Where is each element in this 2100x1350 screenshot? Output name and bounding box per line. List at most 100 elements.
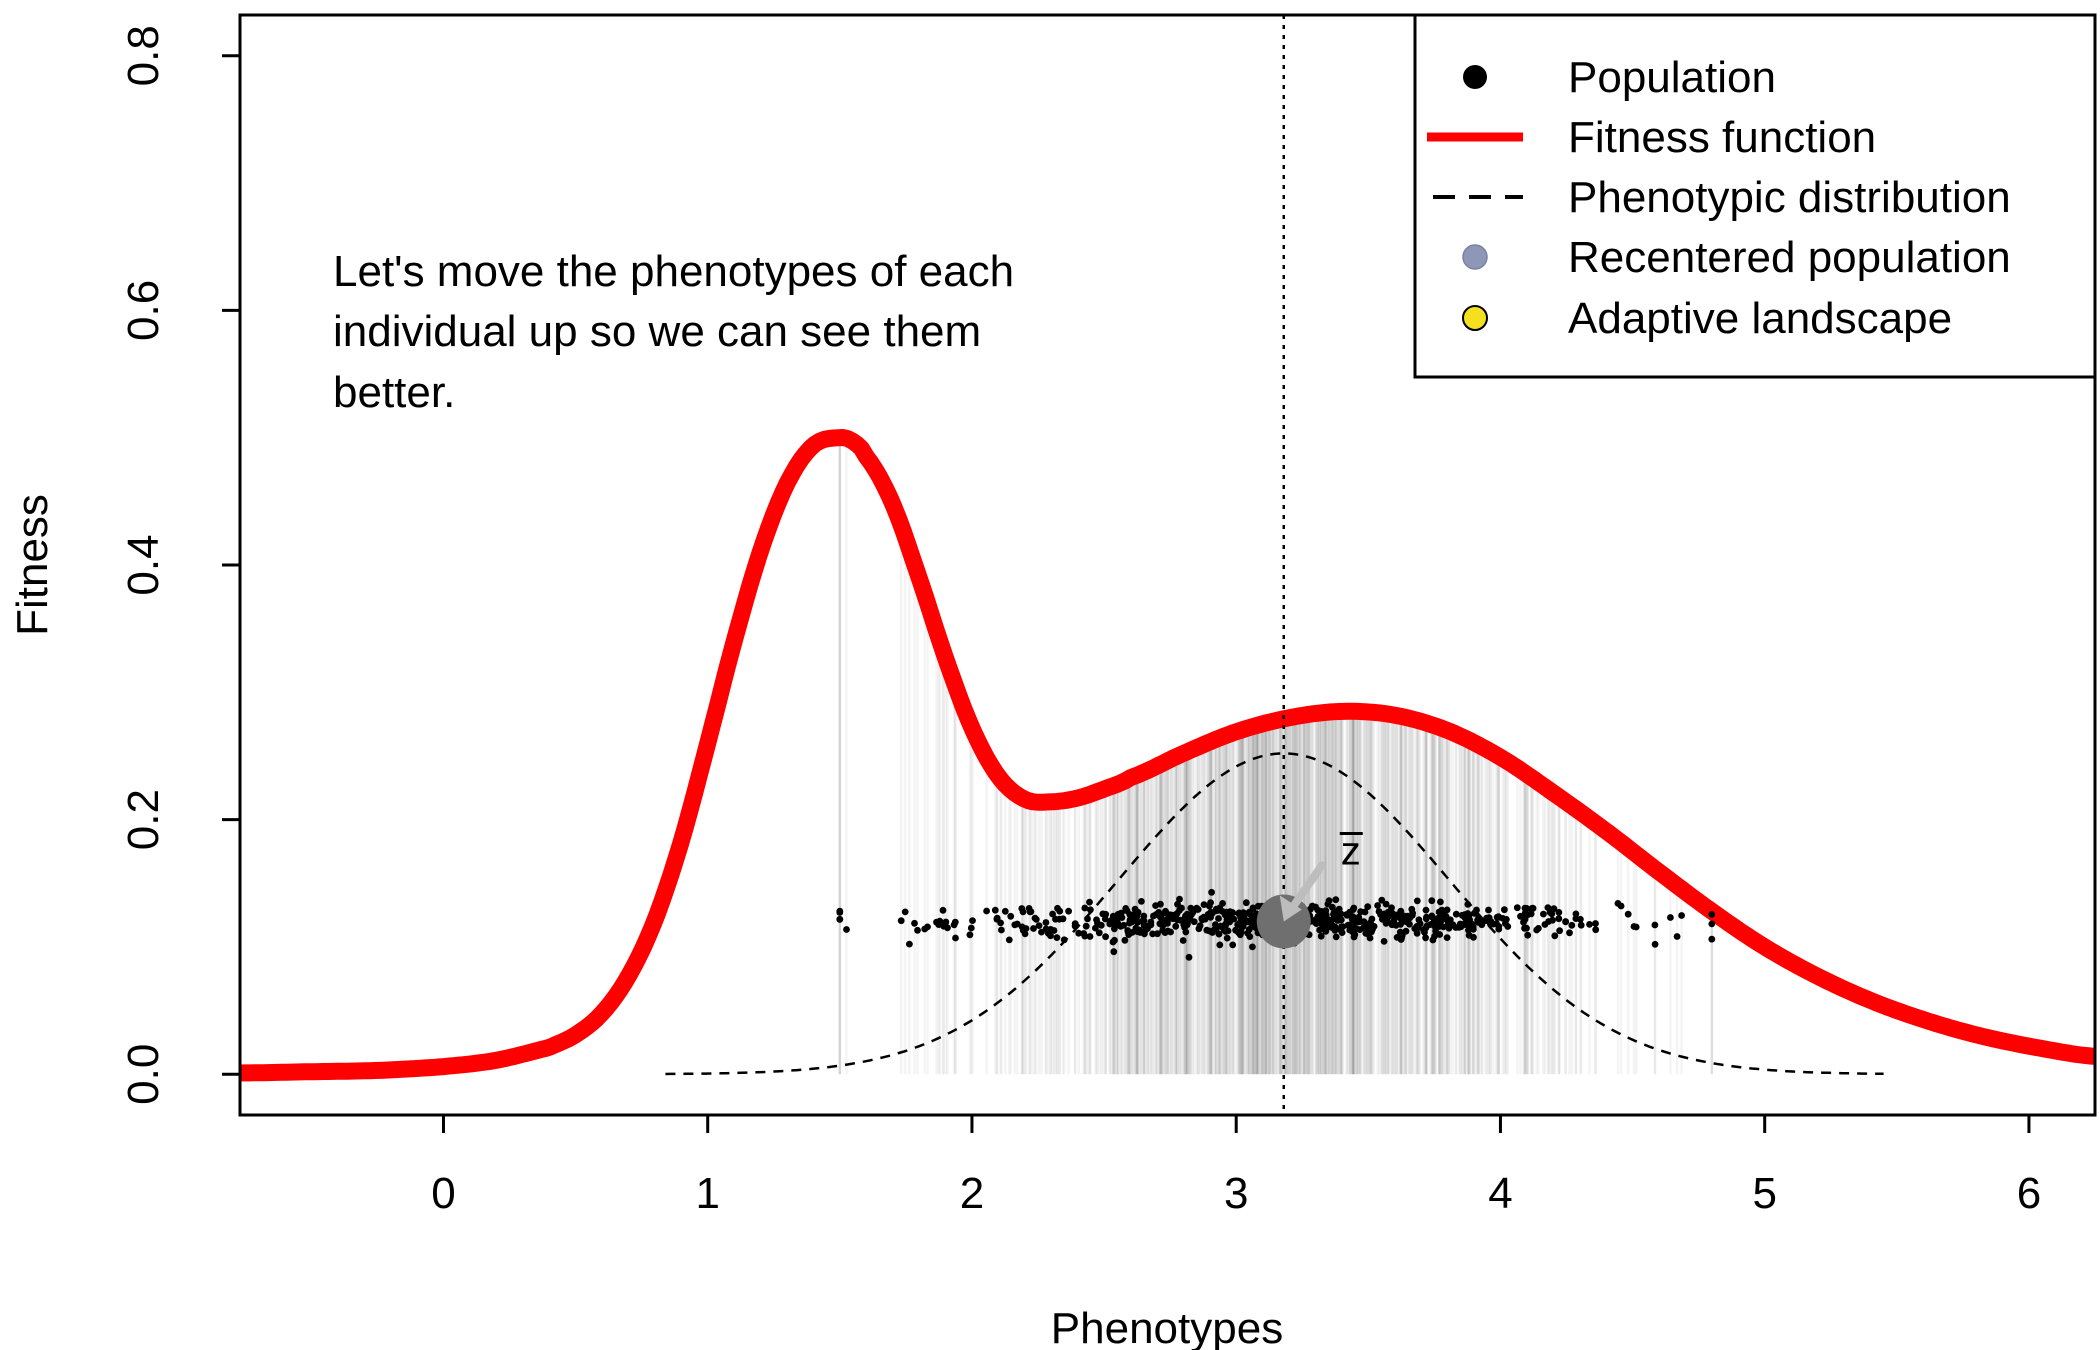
population-point <box>1060 936 1068 944</box>
population-point <box>1524 931 1532 939</box>
population-point <box>1065 907 1072 915</box>
population-point <box>1404 912 1411 920</box>
population-point <box>1397 907 1405 915</box>
population-point <box>967 924 975 932</box>
population-point <box>1513 904 1521 912</box>
population-point <box>1673 933 1681 940</box>
population-point <box>1592 920 1599 927</box>
population-point <box>1465 931 1473 939</box>
population-point <box>1215 915 1222 922</box>
population-point <box>1071 922 1079 930</box>
population-point <box>1099 910 1107 918</box>
population-point <box>1369 925 1376 933</box>
population-point <box>1019 926 1027 934</box>
mean-label: z <box>1341 829 1361 873</box>
population-point <box>1019 908 1027 916</box>
population-point <box>1678 912 1685 919</box>
population-point <box>1322 928 1330 935</box>
population-point <box>836 909 844 916</box>
population-point <box>1186 911 1194 918</box>
population-point <box>1249 943 1256 951</box>
population-point <box>1337 910 1345 918</box>
population-point <box>1207 928 1215 935</box>
population-point <box>1503 916 1510 923</box>
population-point <box>1332 933 1340 941</box>
population-point <box>1047 932 1054 940</box>
population-point <box>1127 911 1134 919</box>
population-point <box>1338 916 1345 924</box>
population-point <box>1246 933 1254 940</box>
x-tick-label: 2 <box>960 1169 984 1218</box>
population-point <box>924 923 931 931</box>
legend-label-phenotypic-distribution: Phenotypic distribution <box>1568 173 2011 222</box>
population-point <box>1577 921 1585 929</box>
population-point <box>1087 906 1094 914</box>
population-point <box>1007 912 1015 920</box>
population-point <box>1458 911 1466 919</box>
population-point <box>1050 927 1058 934</box>
population-point <box>1493 913 1501 921</box>
population-point <box>1428 897 1436 905</box>
population-point <box>1523 924 1530 932</box>
population-point <box>1413 923 1421 930</box>
population-point <box>1366 934 1374 942</box>
population-point <box>944 924 951 932</box>
population-point <box>1398 934 1406 941</box>
population-point <box>942 918 950 926</box>
population-point <box>1144 925 1151 932</box>
population-point <box>1368 915 1376 923</box>
population-point <box>1476 918 1484 925</box>
population-point <box>1651 940 1659 948</box>
population-point <box>1577 915 1584 923</box>
population-point <box>1504 923 1512 930</box>
legend-symbol-recentered-population <box>1462 244 1488 270</box>
population-point <box>1176 895 1183 903</box>
population-point <box>1086 933 1094 940</box>
population-point <box>1056 907 1064 915</box>
population-point <box>1254 902 1262 910</box>
population-point <box>1364 903 1372 911</box>
population-point <box>1152 902 1159 909</box>
population-point <box>1331 923 1339 931</box>
population-point <box>1501 906 1508 914</box>
population-point <box>1464 901 1472 908</box>
y-tick-label: 0.2 <box>119 789 168 850</box>
population-point <box>1452 910 1460 918</box>
population-point <box>1312 903 1319 911</box>
mean-arrow-head <box>1279 895 1302 922</box>
population-point <box>1035 922 1043 929</box>
population-point <box>1125 928 1132 936</box>
population-point <box>1081 904 1089 912</box>
population-point <box>914 926 921 934</box>
population-point <box>1236 931 1244 939</box>
population-point <box>1566 929 1573 937</box>
population-point <box>1159 927 1167 934</box>
population-point <box>1167 928 1174 936</box>
population-point <box>1402 917 1409 925</box>
y-axis-title: Fitness <box>8 494 57 636</box>
population-point <box>1246 910 1253 918</box>
population-point <box>1111 921 1118 928</box>
legend-label-adaptive-landscape: Adaptive landscape <box>1568 294 1952 343</box>
population-point <box>969 917 976 924</box>
population-point <box>1708 920 1716 928</box>
y-tick-label: 0.6 <box>119 280 168 341</box>
x-tick-label: 1 <box>695 1169 719 1218</box>
population-point <box>1461 921 1469 928</box>
population-point <box>1173 910 1181 917</box>
population-point <box>1572 910 1580 918</box>
population-point <box>1651 921 1659 929</box>
population-point <box>1555 909 1563 916</box>
population-point <box>1093 916 1100 924</box>
population-point <box>1546 908 1554 916</box>
population-point <box>1493 920 1500 927</box>
annotation-line-1: Let's move the phenotypes of each <box>333 247 1014 296</box>
population-point <box>1586 921 1593 928</box>
y-tick-label: 0.0 <box>119 1044 168 1105</box>
population-point <box>1204 911 1212 918</box>
population-point <box>983 907 990 915</box>
population-point <box>1307 905 1314 913</box>
population-point <box>1382 900 1390 908</box>
population-point <box>1549 916 1556 924</box>
